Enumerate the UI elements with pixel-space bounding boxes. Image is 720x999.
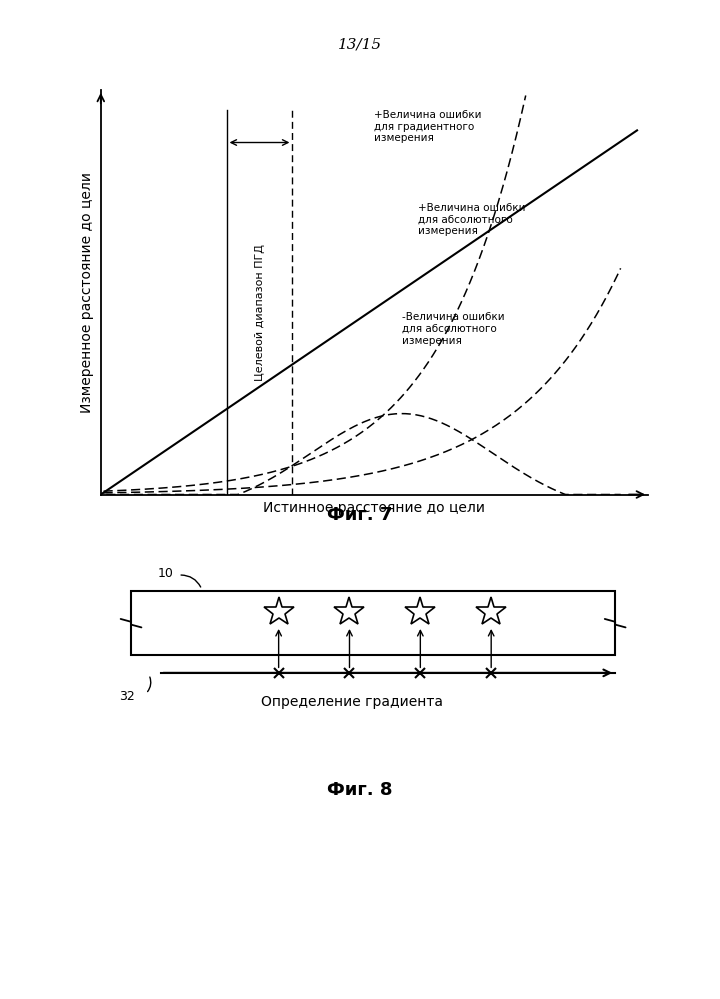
Text: 32: 32	[120, 690, 135, 703]
Text: Целевой диапазон ПГД: Целевой диапазон ПГД	[254, 244, 264, 381]
Text: +Величина ошибки
для абсолютного
измерения: +Величина ошибки для абсолютного измерен…	[418, 203, 526, 237]
Text: Определение градиента: Определение градиента	[261, 695, 443, 709]
Text: 10: 10	[158, 567, 174, 580]
Text: Фиг. 8: Фиг. 8	[328, 781, 392, 799]
Text: -Величина ошибки
для абсолютного
измерения: -Величина ошибки для абсолютного измерен…	[402, 313, 505, 346]
Text: 13/15: 13/15	[338, 38, 382, 52]
Y-axis label: Измеренное расстояние до цели: Измеренное расстояние до цели	[80, 172, 94, 413]
Text: +Величина ошибки
для градиентного
измерения: +Величина ошибки для градиентного измере…	[374, 110, 482, 143]
X-axis label: Истинное расстояние до цели: Истинное расстояние до цели	[264, 501, 485, 515]
Text: Фиг. 7: Фиг. 7	[328, 506, 392, 524]
Bar	[131, 591, 615, 655]
